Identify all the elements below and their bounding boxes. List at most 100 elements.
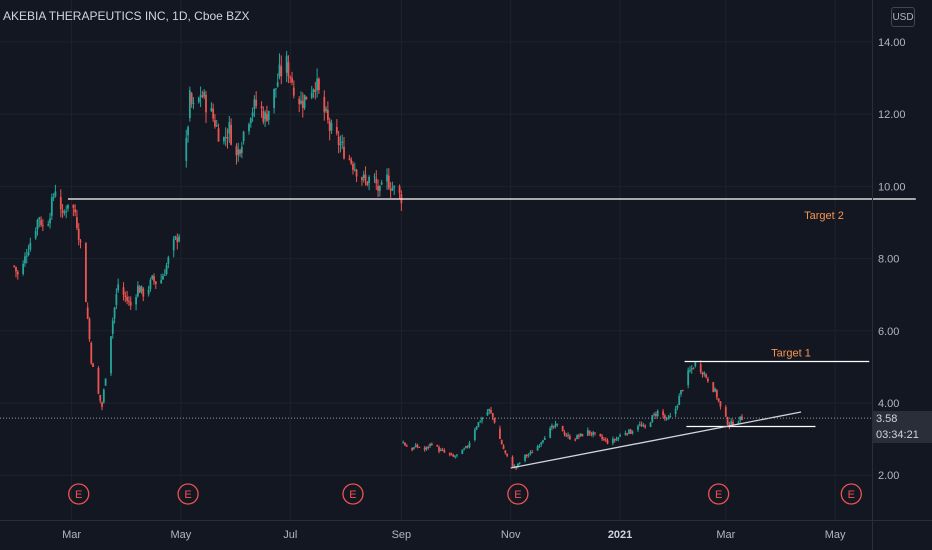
earnings-label: E [349, 489, 356, 501]
candle [525, 454, 528, 458]
candle-body [714, 388, 716, 392]
candle [690, 364, 693, 374]
candle [154, 280, 157, 289]
candle-body [699, 364, 702, 373]
candle [165, 262, 168, 276]
candle [224, 127, 227, 147]
candle-body [352, 163, 354, 170]
candle-body [129, 301, 132, 306]
candle-body [380, 182, 383, 185]
candle [102, 388, 105, 404]
candle-body [556, 423, 559, 425]
candle [653, 412, 656, 417]
candle [538, 443, 541, 448]
candle [389, 182, 392, 198]
candle-body [568, 436, 571, 440]
earnings-circle [507, 483, 529, 505]
candle [592, 430, 595, 438]
candle [301, 92, 304, 118]
candle [473, 427, 476, 442]
candle [629, 428, 632, 435]
candle-body [511, 456, 514, 467]
candle [316, 68, 319, 98]
candle-body [199, 95, 202, 97]
candle-body [72, 205, 75, 208]
candle-body [314, 90, 317, 92]
candle-body [705, 374, 707, 378]
candle [366, 180, 369, 187]
candle-body [201, 95, 204, 98]
candle [300, 91, 302, 105]
candle [468, 440, 471, 449]
candle [603, 436, 605, 442]
candle-body [128, 300, 130, 302]
candle-body [561, 425, 564, 432]
candle-body [549, 428, 552, 438]
candle [524, 454, 526, 463]
candle-body [680, 390, 682, 395]
candle [201, 90, 204, 99]
candle-body [38, 217, 41, 220]
candle-body [676, 405, 679, 408]
candle [465, 445, 467, 449]
candle-body [355, 169, 358, 177]
candle-body [674, 408, 677, 414]
candle-body [655, 414, 657, 417]
candle-body [529, 452, 532, 454]
y-tick-label: 8.00 [878, 254, 899, 266]
candle-body [353, 169, 356, 171]
candle-body [411, 448, 414, 451]
candle-body [436, 445, 439, 447]
earnings-marker: E [342, 483, 364, 505]
candle [264, 110, 267, 128]
candle [54, 184, 57, 198]
candle [500, 439, 503, 445]
candle-body [239, 149, 241, 154]
candle-body [531, 452, 534, 454]
y-tick-label: 4.00 [878, 398, 899, 410]
candle-body [413, 447, 415, 450]
candle [663, 413, 666, 421]
candle [90, 341, 93, 365]
candle-body [488, 408, 491, 412]
candle-body [712, 382, 715, 393]
candle [97, 366, 100, 395]
candle [676, 404, 679, 410]
candle [260, 101, 263, 118]
candle-body [703, 372, 706, 375]
candle [527, 453, 530, 458]
candle [174, 235, 177, 241]
candle [699, 360, 702, 375]
candle-body [690, 368, 693, 370]
candle [215, 120, 218, 128]
candle-body [86, 307, 89, 319]
candle-body [153, 276, 155, 282]
candle [719, 401, 722, 410]
currency-button[interactable]: USD [891, 7, 915, 27]
candle-body [310, 92, 313, 98]
candle [739, 416, 742, 424]
candle [565, 433, 568, 437]
candle-body [525, 454, 528, 456]
candle-body [665, 418, 668, 420]
candle-body [260, 106, 263, 109]
candle-body [461, 449, 464, 455]
candle-body [454, 456, 457, 458]
candle-body [111, 320, 114, 334]
candle-body [341, 141, 344, 144]
candle [27, 244, 30, 257]
candle [416, 443, 419, 449]
candle [364, 166, 367, 186]
candle-body [577, 435, 580, 437]
candle-body [629, 429, 632, 434]
candle-body [481, 417, 483, 421]
candle [638, 421, 641, 427]
candle-body [74, 209, 77, 213]
candle [477, 422, 480, 428]
candle-body [393, 186, 396, 188]
candle-body [298, 98, 301, 105]
candle [162, 273, 164, 280]
candle [36, 218, 39, 236]
